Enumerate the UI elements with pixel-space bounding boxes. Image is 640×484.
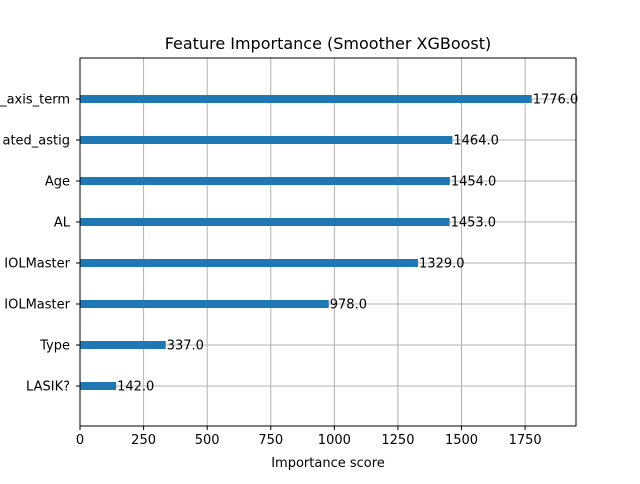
chart-title: Feature Importance (Smoother XGBoost) bbox=[165, 34, 492, 53]
x-tick-label: 1500 bbox=[445, 433, 478, 448]
bar bbox=[80, 300, 329, 308]
value-labels: 1776.0 1464.0 1454.0 1453.0 1329.0 978.0 337.0… bbox=[117, 93, 578, 395]
bar bbox=[80, 382, 117, 390]
y-tick-label: IOLMaster bbox=[4, 257, 70, 272]
x-tick-label: 0 bbox=[76, 433, 84, 448]
bar-value-label: 1464.0 bbox=[453, 134, 499, 149]
bar-value-label: 142.0 bbox=[117, 380, 154, 395]
y-tick-label: ated_astig bbox=[2, 134, 70, 149]
x-axis-label: Importance score bbox=[271, 456, 385, 471]
bar bbox=[80, 177, 450, 185]
y-tick-label: LASIK? bbox=[26, 380, 70, 395]
bar bbox=[80, 218, 450, 226]
y-tick-label: IOLMaster bbox=[4, 298, 70, 313]
y-tick-label: _axis_term bbox=[0, 93, 70, 108]
bar-value-label: 1454.0 bbox=[451, 175, 497, 190]
x-tick-label: 250 bbox=[131, 433, 156, 448]
grid-lines bbox=[79, 58, 576, 426]
bar-value-label: 978.0 bbox=[330, 298, 367, 313]
bars bbox=[80, 95, 532, 390]
y-tick-label: AL bbox=[54, 216, 71, 231]
bar-value-label: 337.0 bbox=[167, 339, 204, 354]
x-tick-label: 1750 bbox=[509, 433, 542, 448]
x-tick-label: 1250 bbox=[381, 433, 414, 448]
x-tick-label: 1000 bbox=[318, 433, 351, 448]
bar bbox=[80, 136, 453, 144]
bar bbox=[80, 341, 166, 349]
bar-value-label: 1329.0 bbox=[419, 257, 465, 272]
y-tick-label: Age bbox=[45, 175, 70, 190]
bar-value-label: 1776.0 bbox=[533, 93, 579, 108]
y-tick-label: Type bbox=[39, 339, 70, 354]
bar bbox=[80, 259, 419, 267]
bar-value-label: 1453.0 bbox=[451, 216, 497, 231]
bar bbox=[80, 95, 532, 103]
x-tick-label: 500 bbox=[195, 433, 220, 448]
axis-ticks: 0 250 500 750 1000 1250 1500 1750 _axis_termated… bbox=[0, 93, 542, 449]
x-tick-label: 750 bbox=[258, 433, 283, 448]
axes-frame bbox=[79, 57, 577, 427]
